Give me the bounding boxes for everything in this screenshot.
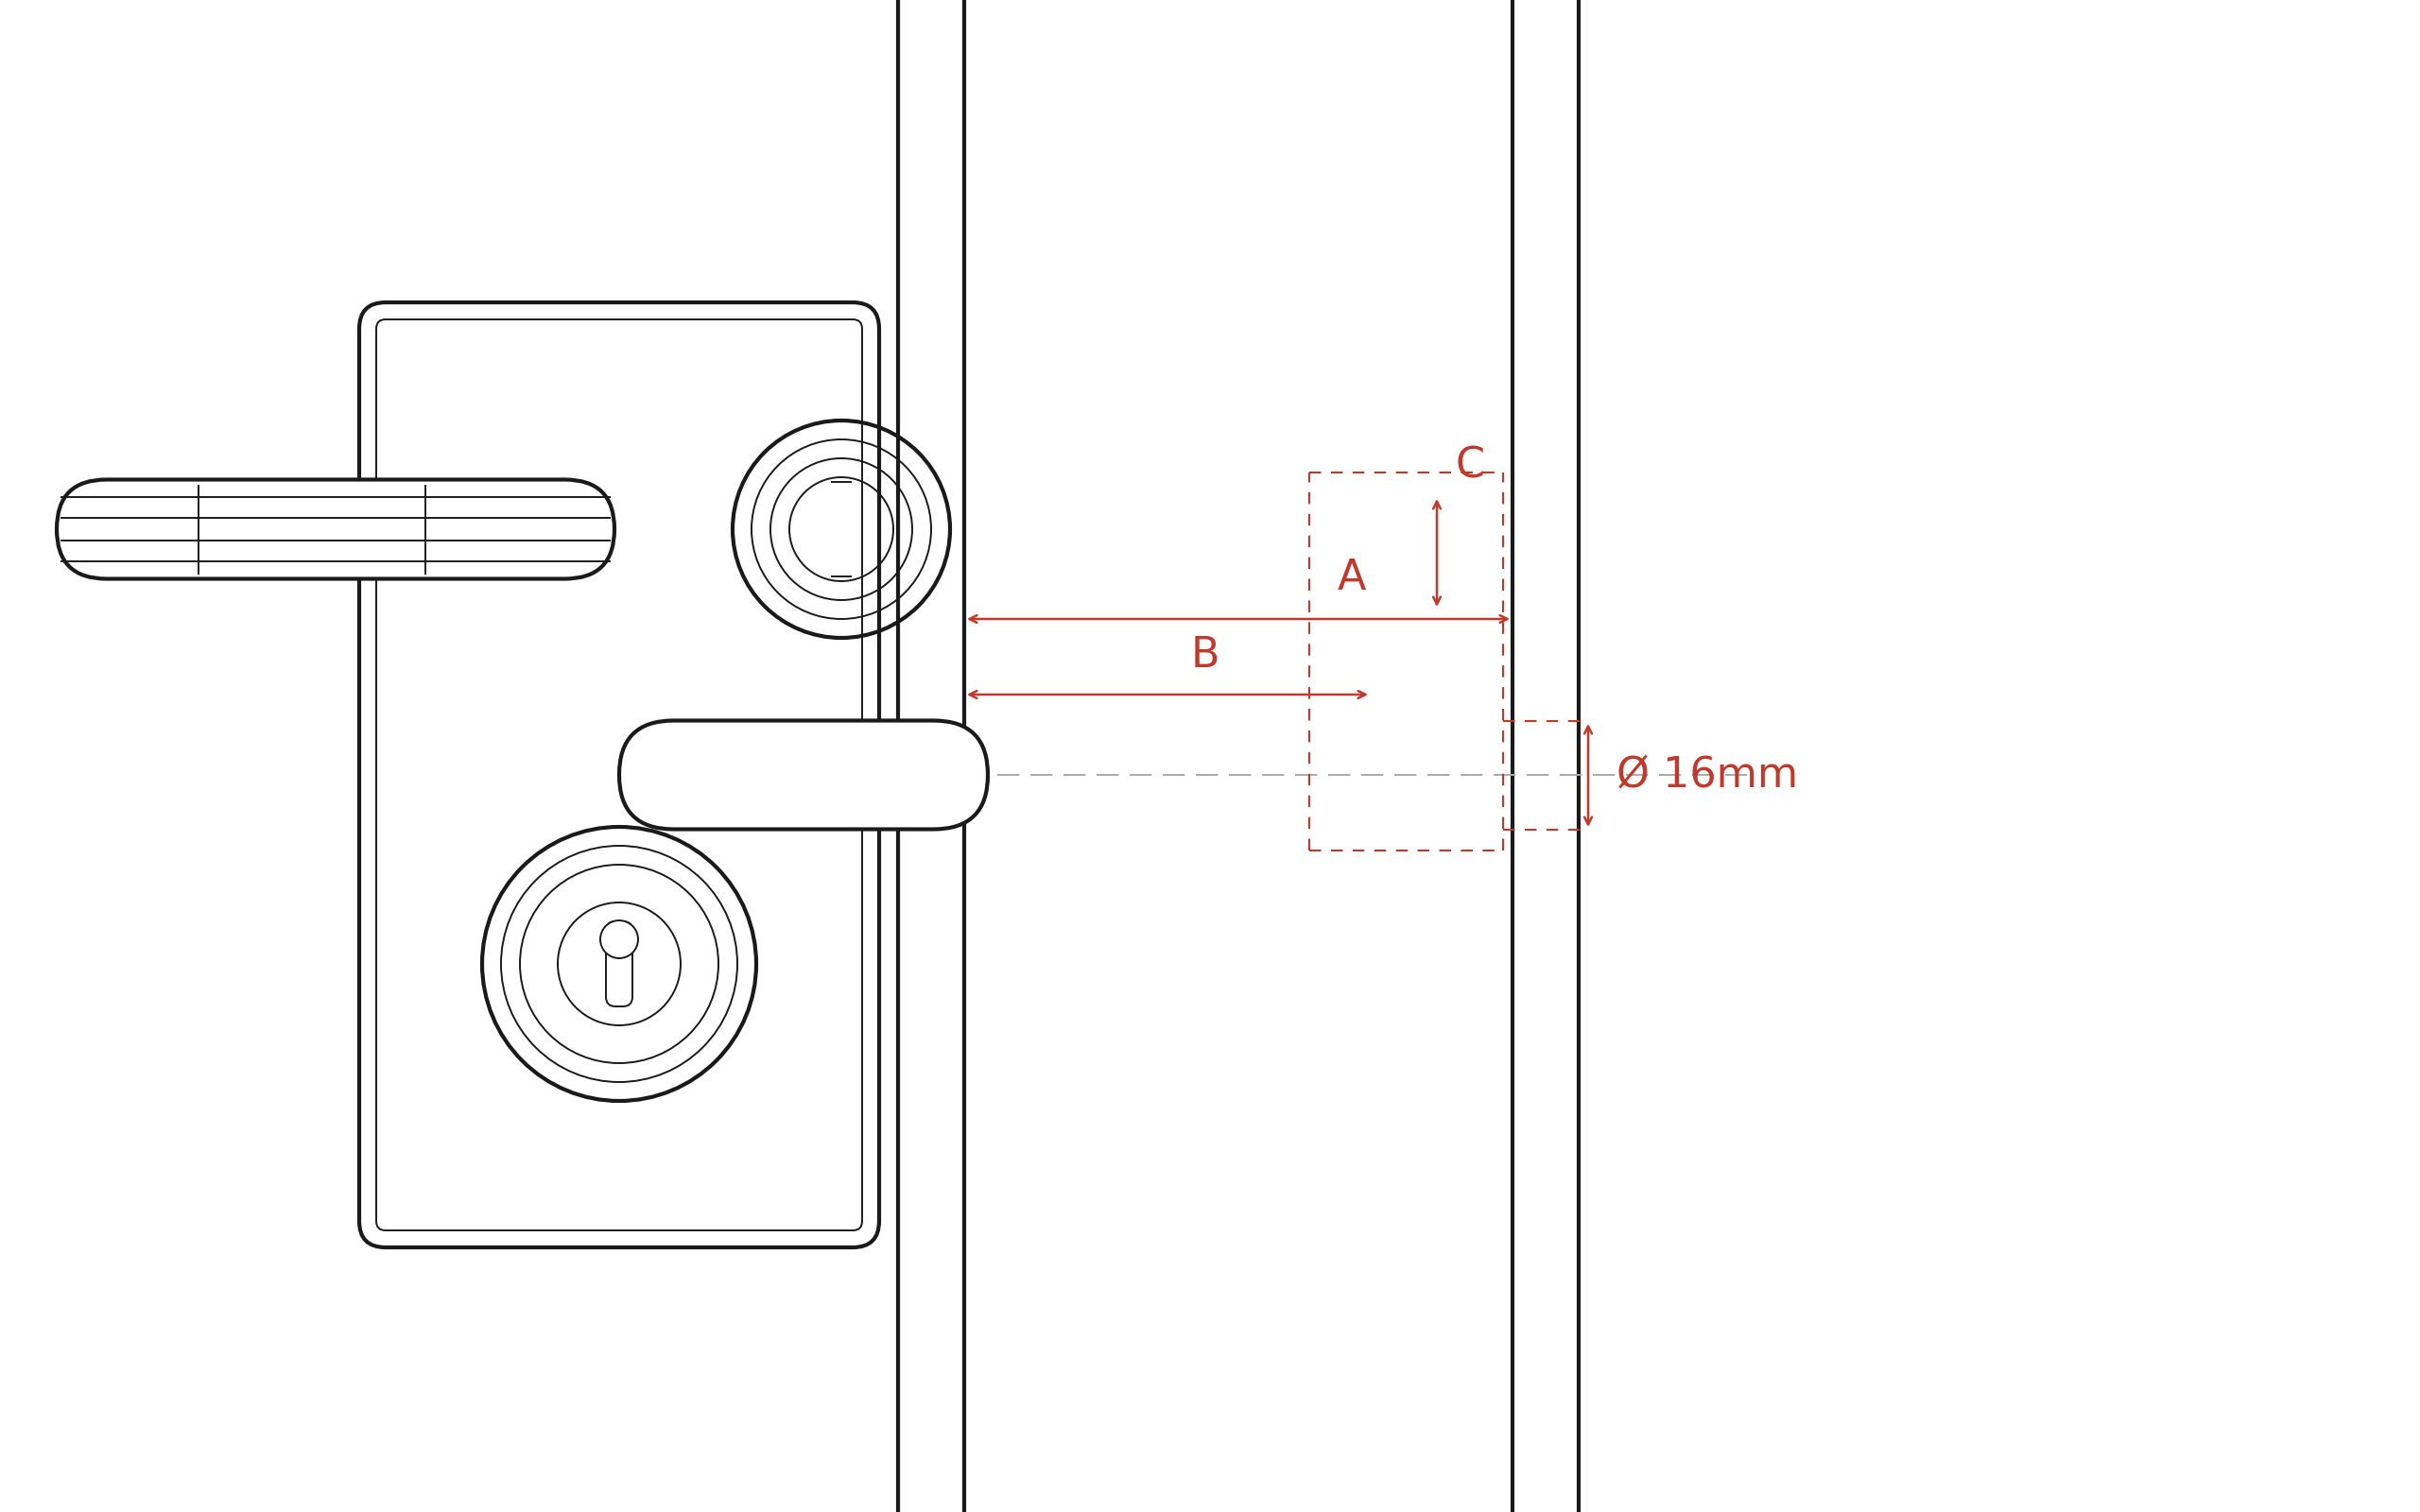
Text: Ø 16mm: Ø 16mm	[1617, 754, 1798, 795]
Text: B: B	[1191, 635, 1220, 676]
FancyBboxPatch shape	[56, 479, 615, 579]
FancyBboxPatch shape	[605, 921, 632, 1007]
Text: C: C	[1457, 446, 1486, 487]
FancyBboxPatch shape	[358, 302, 878, 1247]
Text: A: A	[1338, 558, 1367, 599]
FancyBboxPatch shape	[620, 721, 987, 829]
Circle shape	[600, 921, 639, 959]
Circle shape	[557, 903, 680, 1025]
